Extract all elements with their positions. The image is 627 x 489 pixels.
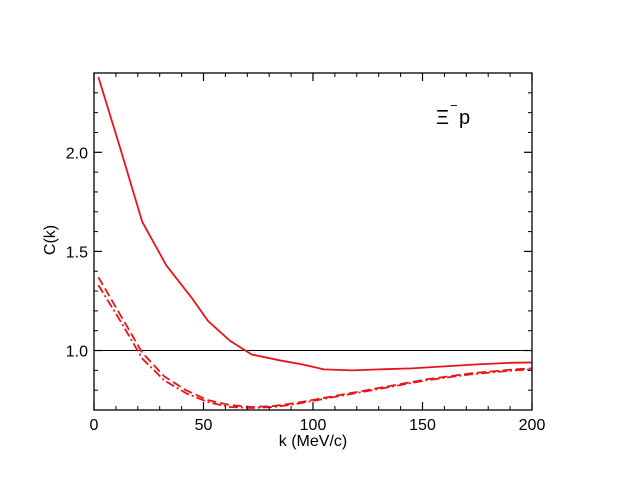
y-axis-label: C(k) <box>42 225 59 255</box>
annotation-minus: − <box>450 98 458 113</box>
x-tick-label: 200 <box>519 417 546 434</box>
ticks-layer <box>93 73 533 410</box>
particle-annotation: Ξ − p <box>436 98 470 129</box>
annotation-proton: p <box>459 107 470 129</box>
x-tick-label: 150 <box>409 417 436 434</box>
y-tick-label: 1.5 <box>66 244 88 261</box>
series-layer <box>97 76 532 409</box>
x-tick-label: 0 <box>90 417 99 434</box>
x-tick-label: 50 <box>195 417 213 434</box>
labels-layer: 0 50 100 150 200 1.0 1.5 2.0 <box>66 145 546 434</box>
y-tick-label: 2.0 <box>66 145 88 162</box>
series-line-dash-dot <box>97 284 532 409</box>
series-line-solid <box>97 76 532 372</box>
x-axis-label: k (MeV/c) <box>279 433 347 450</box>
y-tick-label: 1.0 <box>66 344 88 361</box>
annotation-xi: Ξ <box>436 107 449 129</box>
x-tick-label: 100 <box>300 417 327 434</box>
series-line-dashed <box>97 276 532 408</box>
